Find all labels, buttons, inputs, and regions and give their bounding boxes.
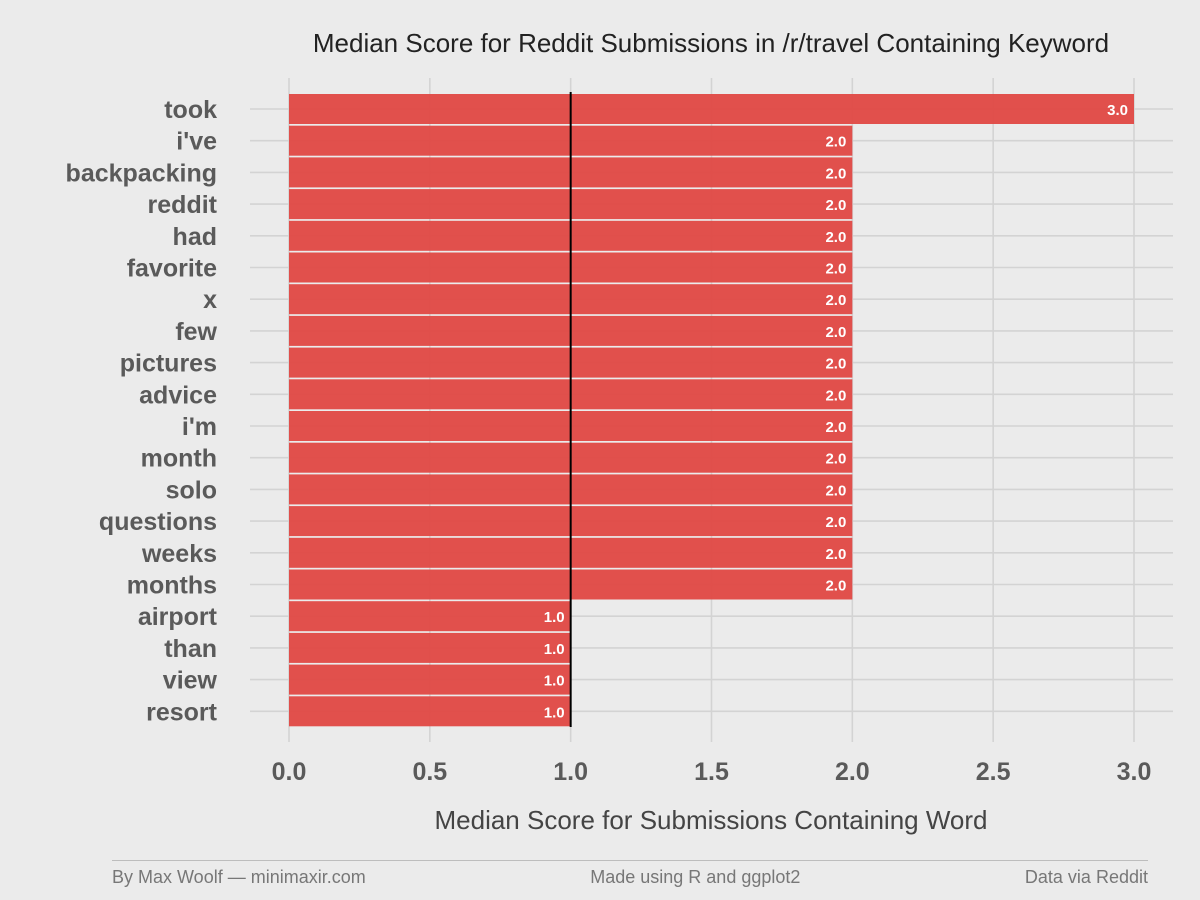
data-label: 2.0: [825, 451, 846, 468]
x-axis-title: Median Score for Submissions Containing …: [434, 805, 987, 835]
bar-resort: [289, 696, 571, 727]
x-tick-label: 2.5: [976, 758, 1011, 786]
data-label: 1.0: [544, 609, 565, 626]
x-tick-label: 0.0: [272, 758, 307, 786]
y-tick-label: advice: [139, 381, 217, 409]
data-label: 2.0: [825, 134, 846, 151]
y-tick-label: had: [173, 223, 217, 251]
y-tick-label: view: [163, 667, 218, 695]
x-tick-label: 0.5: [412, 758, 447, 786]
bar-airport: [289, 601, 571, 632]
data-label: 3.0: [1107, 102, 1128, 119]
y-tick-label: backpacking: [66, 159, 217, 187]
footer: By Max Woolf — minimaxir.com Made using …: [112, 860, 1148, 888]
y-tick-label: weeks: [141, 540, 217, 568]
y-tick-label: solo: [166, 476, 217, 504]
data-label: 2.0: [825, 356, 846, 373]
data-label: 2.0: [825, 229, 846, 246]
data-label: 2.0: [825, 197, 846, 214]
y-tick-label: resort: [146, 698, 218, 726]
y-tick-label: i've: [176, 128, 217, 156]
y-tick-label: favorite: [127, 255, 217, 283]
x-tick-label: 1.5: [694, 758, 729, 786]
bar-view: [289, 664, 571, 695]
x-tick-label: 3.0: [1117, 758, 1152, 786]
x-tick-label: 2.0: [835, 758, 870, 786]
bar-than: [289, 632, 571, 663]
x-tick-label: 1.0: [553, 758, 588, 786]
y-tick-label: questions: [99, 508, 217, 536]
data-label: 1.0: [544, 673, 565, 690]
y-tick-label: month: [141, 445, 217, 473]
footer-source: Data via Reddit: [1024, 867, 1148, 887]
data-label: 2.0: [825, 578, 846, 595]
y-tick-label: airport: [138, 603, 218, 631]
data-label: 2.0: [825, 165, 846, 182]
data-label: 1.0: [544, 641, 565, 658]
y-tick-label: than: [164, 635, 217, 663]
data-label: 2.0: [825, 546, 846, 563]
y-tick-label: months: [127, 572, 217, 600]
data-label: 2.0: [825, 419, 846, 436]
y-tick-label: took: [164, 96, 217, 124]
data-label: 2.0: [825, 482, 846, 499]
data-label: 2.0: [825, 324, 846, 341]
data-label: 1.0: [544, 704, 565, 721]
footer-credit: By Max Woolf — minimaxir.com: [112, 867, 366, 887]
y-tick-label: pictures: [120, 350, 217, 378]
y-tick-label: x: [203, 286, 217, 314]
data-label: 2.0: [825, 292, 846, 309]
footer-tool: Made using R and ggplot2: [590, 867, 801, 887]
data-label: 2.0: [825, 387, 846, 404]
bar-took: [289, 94, 1134, 124]
y-tick-label: reddit: [148, 191, 218, 219]
data-label: 2.0: [825, 514, 846, 531]
y-tick-label: few: [175, 318, 217, 346]
x-tick-labels: 0.0 0.5 1.0 1.5 2.0 2.5 3.0: [272, 758, 1152, 786]
y-tick-labels: took i've backpacking reddit had favorite x few…: [66, 96, 218, 726]
data-label: 2.0: [825, 261, 846, 278]
y-tick-label: i'm: [182, 413, 217, 441]
chart-title: Median Score for Reddit Submissions in /…: [313, 28, 1109, 58]
